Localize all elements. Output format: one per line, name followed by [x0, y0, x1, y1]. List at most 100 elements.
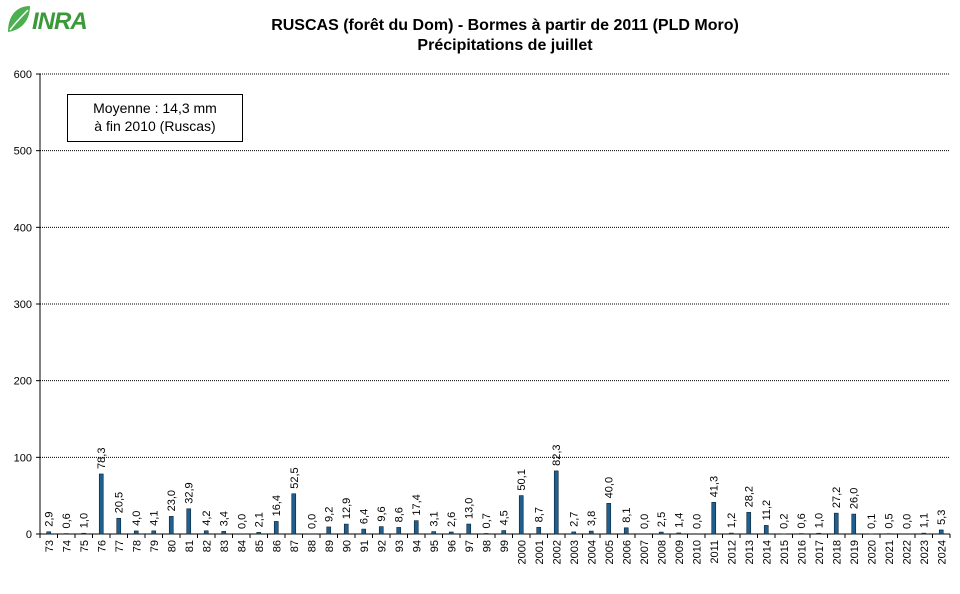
data-label: 23,0: [166, 490, 178, 511]
data-label: 6,4: [359, 509, 371, 524]
x-tick-label: 2002: [551, 540, 563, 564]
bar: [413, 520, 419, 535]
data-label: 9,2: [324, 507, 336, 522]
x-tick-label: 2010: [691, 540, 703, 564]
data-label: 1,0: [814, 513, 826, 528]
bar: [98, 473, 104, 535]
bar: [518, 495, 524, 535]
data-label: 1,0: [79, 513, 91, 528]
data-label: 4,2: [201, 510, 213, 525]
data-label: 1,2: [726, 513, 738, 528]
data-label: 16,4: [271, 495, 283, 516]
bar: [938, 529, 944, 535]
data-label: 3,8: [586, 511, 598, 526]
annotation-line-1: Moyenne : 14,3 mm: [93, 100, 217, 116]
x-tick-label: 76: [96, 540, 108, 552]
data-label: 32,9: [184, 482, 196, 503]
bar: [396, 527, 402, 535]
data-label: 3,4: [219, 511, 231, 526]
data-label: 0,7: [481, 513, 493, 528]
x-tick-label: 96: [446, 540, 458, 552]
x-tick-label: 77: [114, 540, 126, 552]
bar: [536, 527, 542, 535]
bar: [431, 531, 437, 535]
x-tick-label: 91: [359, 540, 371, 552]
bar: [81, 532, 87, 535]
x-tick-label: 2015: [779, 540, 791, 564]
data-label: 8,7: [534, 507, 546, 522]
bar: [326, 526, 332, 535]
data-label: 5,3: [936, 510, 948, 525]
bar: [816, 532, 822, 535]
x-tick-label: 82: [201, 540, 213, 552]
x-tick-label: 92: [376, 540, 388, 552]
bar: [606, 503, 612, 535]
x-tick-label: 95: [429, 540, 441, 552]
x-tick-label: 2009: [674, 540, 686, 564]
bar: [448, 531, 454, 535]
x-tick-label: 86: [271, 540, 283, 552]
bar: [553, 470, 559, 535]
bar: [361, 528, 367, 535]
data-label: 52,5: [289, 467, 301, 488]
data-label: 0,0: [901, 514, 913, 529]
data-label: 8,1: [621, 507, 633, 522]
data-label: 82,3: [551, 444, 563, 465]
data-label: 4,0: [131, 511, 143, 526]
chart-title-block: RUSCAS (forêt du Dom) - Bormes à partir …: [180, 16, 830, 56]
x-tick-label: 94: [411, 540, 423, 552]
data-label: 78,3: [96, 448, 108, 469]
x-tick-label: 99: [499, 540, 511, 552]
bar: [46, 531, 52, 535]
x-tick-label: 2007: [639, 540, 651, 564]
bar: [168, 516, 174, 535]
x-tick-label: 78: [131, 540, 143, 552]
bar: [221, 531, 227, 535]
bar: [483, 533, 489, 535]
bar: [676, 532, 682, 535]
bar: [133, 530, 139, 535]
data-label: 0,5: [884, 513, 896, 528]
data-label: 3,1: [429, 511, 441, 526]
x-tick-label: 74: [61, 540, 73, 552]
bar: [623, 527, 629, 535]
bar: [658, 531, 664, 535]
logo-text: INRA: [32, 8, 88, 35]
x-tick-label: 90: [341, 540, 353, 552]
y-tick-label: 200: [14, 376, 32, 388]
x-tick-label: 75: [79, 540, 91, 552]
x-tick-label: 2003: [569, 540, 581, 564]
x-tick-label: 93: [394, 540, 406, 552]
bar: [501, 530, 507, 535]
bar: [256, 532, 262, 535]
bar: [186, 508, 192, 535]
data-label: 1,4: [674, 513, 686, 528]
x-tick-label: 2019: [849, 540, 861, 564]
x-tick-label: 2018: [831, 540, 843, 564]
bar: [728, 532, 734, 535]
chart-title: RUSCAS (forêt du Dom) - Bormes à partir …: [271, 17, 739, 34]
x-tick-label: 81: [184, 540, 196, 552]
data-label: 2,1: [254, 512, 266, 527]
data-label: 0,6: [796, 513, 808, 528]
y-tick-label: 600: [14, 69, 32, 81]
data-label: 41,3: [709, 476, 721, 497]
data-label: 0,0: [236, 514, 248, 529]
data-label: 20,5: [114, 492, 126, 513]
leaf-logo-icon: [8, 6, 30, 32]
x-tick-label: 2016: [796, 540, 808, 564]
y-tick-label: 400: [14, 222, 32, 234]
data-label: 17,4: [411, 494, 423, 515]
x-tick-label: 84: [236, 540, 248, 552]
data-label: 0,1: [866, 514, 878, 529]
data-label: 11,2: [761, 500, 773, 521]
x-tick-label: 85: [254, 540, 266, 552]
x-tick-label: 2013: [744, 540, 756, 564]
data-label: 50,1: [516, 469, 528, 490]
data-label: 12,9: [341, 498, 353, 519]
x-tick-label: 2001: [534, 540, 546, 564]
bar: [203, 530, 209, 535]
data-label: 0,2: [779, 514, 791, 529]
bar: [588, 530, 594, 535]
